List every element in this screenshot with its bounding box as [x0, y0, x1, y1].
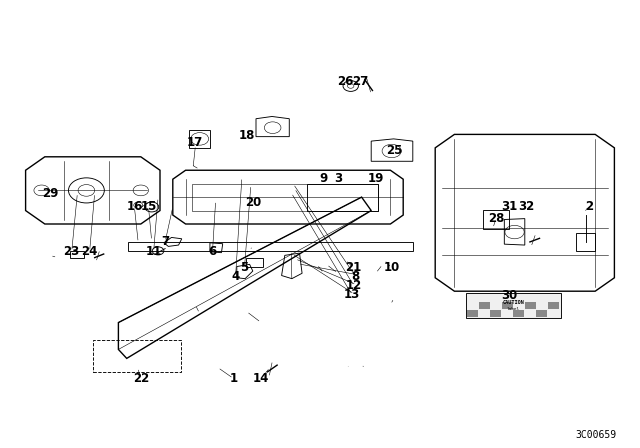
Text: 27: 27: [352, 75, 369, 88]
Bar: [246, 258, 263, 267]
Text: 26: 26: [337, 75, 354, 88]
Text: 30: 30: [501, 289, 518, 302]
Text: 5: 5: [241, 261, 248, 275]
Bar: [483, 210, 509, 229]
Bar: [93, 340, 181, 372]
Text: 13: 13: [344, 288, 360, 302]
Text: CAUTION: CAUTION: [502, 300, 524, 306]
Text: 1: 1: [230, 372, 237, 385]
Text: 24: 24: [81, 245, 98, 258]
Text: 15: 15: [140, 200, 157, 214]
Bar: [548, 302, 559, 309]
Bar: [479, 302, 490, 309]
Text: 16: 16: [126, 200, 143, 214]
Text: 10: 10: [383, 261, 400, 275]
Text: 14: 14: [253, 372, 269, 385]
Text: 29: 29: [42, 187, 58, 200]
Text: 22: 22: [132, 372, 149, 385]
Text: 17: 17: [187, 136, 204, 149]
Text: 2: 2: [585, 199, 593, 213]
Text: 31: 31: [501, 200, 518, 214]
Bar: [490, 310, 501, 317]
Bar: [536, 310, 547, 317]
Text: 28: 28: [488, 212, 504, 225]
Bar: [513, 310, 524, 317]
Text: 8: 8: [352, 270, 360, 284]
Text: 11: 11: [145, 245, 162, 258]
Text: 7: 7: [161, 235, 169, 249]
Bar: [525, 302, 536, 309]
Text: 4: 4: [232, 270, 239, 284]
Text: 18: 18: [238, 129, 255, 142]
Text: 3: 3: [334, 172, 342, 185]
Text: 6: 6: [209, 245, 216, 258]
Text: label: label: [507, 307, 520, 311]
Text: 9: 9: [320, 172, 328, 185]
Text: 32: 32: [518, 200, 534, 214]
Text: 3C00659: 3C00659: [576, 430, 617, 440]
Text: 21: 21: [345, 261, 362, 275]
Text: 25: 25: [386, 143, 403, 157]
Text: 19: 19: [367, 172, 384, 185]
Bar: [502, 302, 513, 309]
Text: 12: 12: [346, 279, 362, 293]
Text: 20: 20: [244, 196, 261, 209]
Bar: [467, 310, 478, 317]
Text: 23: 23: [63, 245, 80, 258]
Bar: [466, 293, 561, 318]
Bar: [70, 251, 84, 258]
